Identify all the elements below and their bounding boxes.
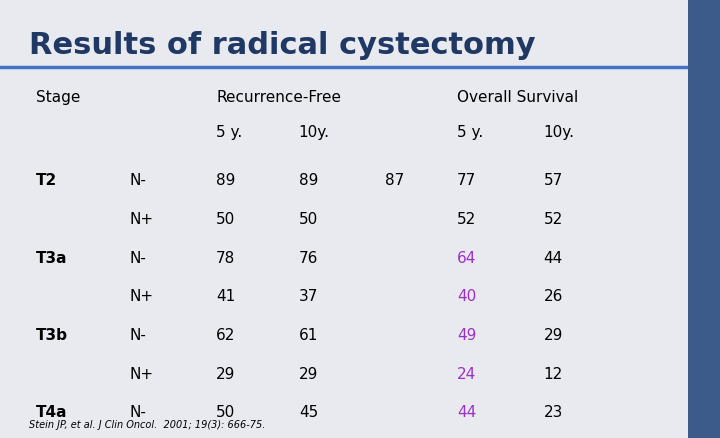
Text: 12: 12 <box>544 366 563 381</box>
Text: 61: 61 <box>299 327 318 342</box>
Text: 37: 37 <box>299 289 318 304</box>
Text: T4a: T4a <box>36 404 68 419</box>
Text: 40: 40 <box>457 289 477 304</box>
Text: 76: 76 <box>299 250 318 265</box>
Text: 52: 52 <box>544 212 563 226</box>
Text: Overall Survival: Overall Survival <box>457 90 578 105</box>
Text: N-: N- <box>130 327 146 342</box>
Text: 29: 29 <box>216 366 235 381</box>
Text: 45: 45 <box>299 404 318 419</box>
Text: N-: N- <box>130 250 146 265</box>
Text: N-: N- <box>130 173 146 188</box>
Text: 10y.: 10y. <box>299 125 330 140</box>
Text: Results of radical cystectomy: Results of radical cystectomy <box>29 31 536 60</box>
Text: N+: N+ <box>130 366 154 381</box>
Text: N-: N- <box>130 404 146 419</box>
Text: 77: 77 <box>457 173 477 188</box>
Text: T3b: T3b <box>36 327 68 342</box>
Text: 64: 64 <box>457 250 477 265</box>
Text: 57: 57 <box>544 173 563 188</box>
Text: 23: 23 <box>544 404 563 419</box>
Text: 89: 89 <box>216 173 235 188</box>
Text: Stein JP, et al. J Clin Oncol.  2001; 19(3): 666-75.: Stein JP, et al. J Clin Oncol. 2001; 19(… <box>29 419 265 429</box>
Text: 78: 78 <box>216 250 235 265</box>
Text: 44: 44 <box>544 250 563 265</box>
Text: 29: 29 <box>299 366 318 381</box>
Text: 10y.: 10y. <box>544 125 575 140</box>
Text: 52: 52 <box>457 212 477 226</box>
Text: T3a: T3a <box>36 250 68 265</box>
Text: 87: 87 <box>385 173 405 188</box>
Text: 49: 49 <box>457 327 477 342</box>
Text: 89: 89 <box>299 173 318 188</box>
Text: Stage: Stage <box>36 90 81 105</box>
Text: 50: 50 <box>216 212 235 226</box>
Text: N+: N+ <box>130 289 154 304</box>
Text: 5 y.: 5 y. <box>457 125 483 140</box>
Text: 50: 50 <box>216 404 235 419</box>
Text: 41: 41 <box>216 289 235 304</box>
Text: 50: 50 <box>299 212 318 226</box>
Text: T2: T2 <box>36 173 58 188</box>
Text: 44: 44 <box>457 404 477 419</box>
Text: 29: 29 <box>544 327 563 342</box>
Text: Recurrence-Free: Recurrence-Free <box>216 90 341 105</box>
Text: 5 y.: 5 y. <box>216 125 242 140</box>
Text: 26: 26 <box>544 289 563 304</box>
Text: 24: 24 <box>457 366 477 381</box>
Text: N+: N+ <box>130 212 154 226</box>
Text: 62: 62 <box>216 327 235 342</box>
